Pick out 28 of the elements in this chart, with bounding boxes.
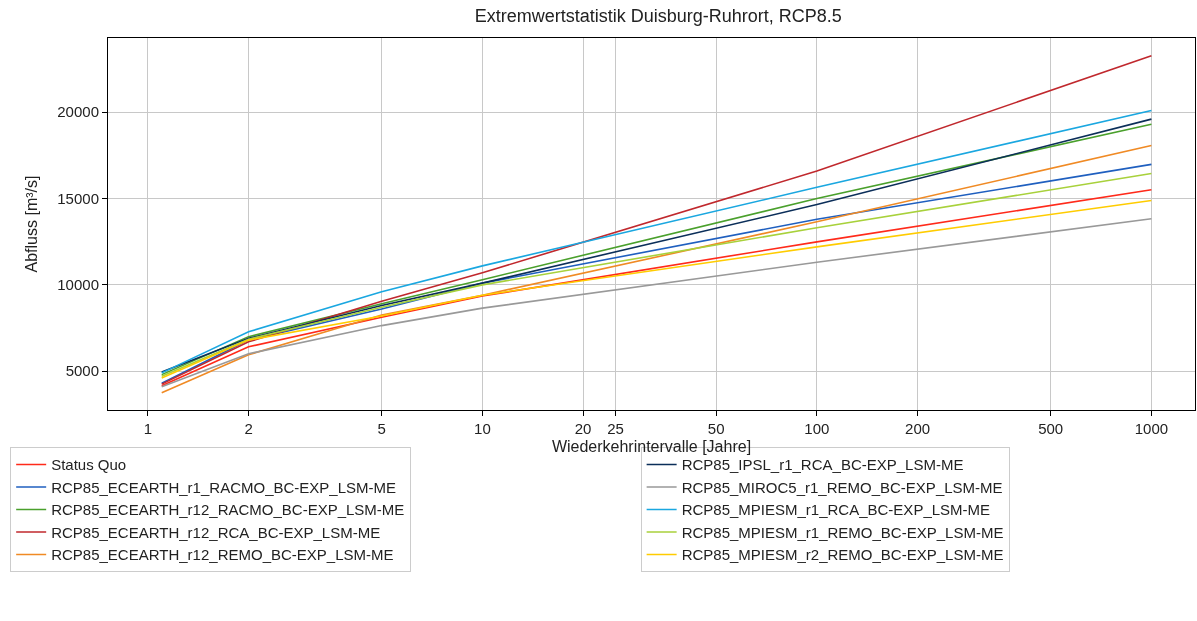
y-tick-label: 5000 (65, 362, 99, 380)
y-tick-label: 10000 (57, 276, 99, 294)
legend-label: RCP85_ECEARTH_r1_RACMO_BC-EXP_LSM-ME (51, 478, 396, 496)
x-tick-label: 5 (377, 420, 386, 437)
legend-label: RCP85_MIROC5_r1_REMO_BC-EXP_LSM-ME (681, 478, 1003, 496)
y-axis-title: Abfluss [m³/s] (23, 175, 41, 273)
x-tick-label: 10 (474, 420, 491, 437)
chart-title: Extremwertstatistik Duisburg-Ruhrort, RCP8.5 (474, 5, 842, 26)
x-tick-label: 20 (574, 420, 592, 437)
legend-label: RCP85_IPSL_r1_RCA_BC-EXP_LSM-ME (681, 456, 964, 474)
y-tick-label: 20000 (57, 103, 99, 121)
legend-label: RCP85_ECEARTH_r12_RACMO_BC-EXP_LSM-ME (51, 501, 405, 519)
legend-label: Status Quo (51, 456, 127, 474)
legend-label: RCP85_MPIESM_r1_REMO_BC-EXP_LSM-ME (681, 523, 1004, 541)
y-tick-label: 15000 (57, 189, 99, 207)
x-tick-label: 200 (905, 420, 931, 437)
x-axis-title: Wiederkehrintervalle [Jahre] (551, 437, 752, 455)
x-tick-label: 1000 (1134, 420, 1169, 437)
legend-label: RCP85_ECEARTH_r12_RCA_BC-EXP_LSM-ME (51, 523, 381, 541)
legend-label: RCP85_MPIESM_r1_RCA_BC-EXP_LSM-ME (681, 501, 991, 519)
x-tick-label: 2 (244, 420, 253, 437)
x-tick-label: 1 (143, 420, 153, 437)
x-tick-label: 500 (1038, 420, 1064, 437)
x-tick-label: 50 (707, 420, 725, 437)
legend-label: RCP85_MPIESM_r2_REMO_BC-EXP_LSM-ME (681, 546, 1004, 564)
x-tick-label: 100 (804, 420, 830, 437)
legend-label: RCP85_ECEARTH_r12_REMO_BC-EXP_LSM-ME (51, 546, 394, 564)
x-tick-label: 25 (607, 420, 624, 437)
